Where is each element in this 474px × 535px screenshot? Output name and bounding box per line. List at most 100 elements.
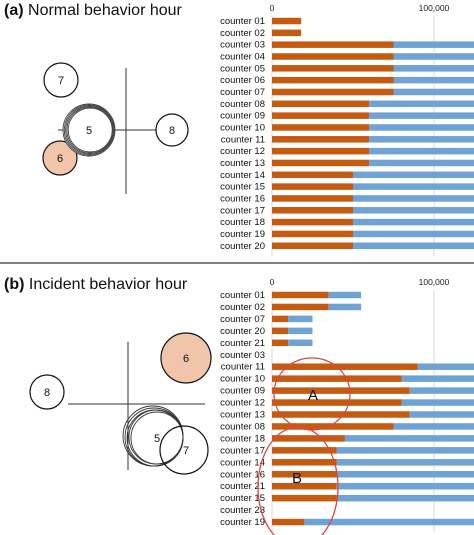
category-label: counter 06 (220, 75, 265, 86)
bubble-cluster-ring (65, 105, 115, 155)
bar-segment-orange (272, 100, 370, 108)
bar-segment-orange (272, 315, 289, 323)
category-label: counter 20 (220, 241, 265, 252)
bar-segment-blue (336, 447, 474, 454)
bubble-label: 8 (44, 387, 50, 399)
bubble-cluster-ring (66, 106, 114, 154)
bar-segment-orange (272, 88, 394, 96)
bar-segment-blue (409, 387, 474, 394)
annotation-label-b: B (292, 470, 302, 487)
bar-segment-orange (272, 218, 353, 226)
category-label: counter 01 (220, 290, 265, 301)
category-label: counter 12 (220, 398, 265, 409)
bar-segment-orange (272, 230, 353, 238)
bar-segment-orange (272, 112, 370, 119)
bar-segment-blue (393, 65, 474, 72)
panel-a-heading: (a) Normal behavior hour (4, 2, 182, 20)
bar-segment-orange (272, 363, 418, 370)
category-label: counter 05 (220, 63, 265, 74)
bar-segment-blue (336, 482, 474, 490)
category-label: counter 11 (221, 362, 265, 373)
category-label: counter 03 (220, 350, 265, 361)
bar-segment-orange (272, 459, 337, 466)
bar-segment-orange (272, 183, 353, 190)
category-label: counter 14 (220, 170, 265, 181)
category-label: counter 12 (220, 146, 265, 157)
bar-segment-blue (353, 183, 474, 190)
category-label: counter 09 (220, 111, 265, 122)
x-tick-label: 0 (270, 3, 275, 13)
panel-a-label: (a) (4, 2, 24, 19)
annotation-label-a: A (308, 387, 318, 404)
bar-segment-orange (272, 17, 302, 25)
bar-segment-blue (393, 423, 474, 430)
panel-b-heading: (b) Incident behavior hour (4, 276, 187, 294)
bar-segment-blue (328, 291, 362, 299)
panel-a-title: Normal behavior hour (28, 2, 182, 19)
bar-segment-blue (369, 159, 474, 167)
bar-segment-blue (344, 435, 474, 442)
bar-segment-blue (369, 136, 474, 143)
category-label: counter 15 (220, 182, 265, 193)
bar-segment-blue (369, 112, 474, 119)
x-tick-label: 0 (270, 277, 275, 287)
category-label: counter 09 (220, 386, 265, 397)
bubble-label: 6 (183, 353, 189, 365)
bar-segment-blue (401, 399, 474, 406)
bubble (42, 140, 78, 176)
category-label: counter 17 (220, 205, 265, 216)
bubble-cluster-ring (130, 411, 184, 465)
bubble-label: 8 (169, 125, 175, 137)
bar-segment-orange (272, 375, 402, 382)
category-label: counter 13 (220, 410, 265, 421)
category-label: counter 17 (220, 445, 265, 456)
panel-b-label: (b) (4, 276, 25, 293)
bubble (159, 425, 209, 475)
category-label: counter 10 (220, 122, 265, 133)
category-label: counter 16 (220, 469, 265, 480)
bar-segment-blue (393, 88, 474, 96)
bar-segment-orange (272, 147, 370, 155)
bar-segment-orange (272, 195, 353, 202)
category-label: counter 14 (220, 457, 265, 468)
x-tick-label: 100,000 (419, 277, 450, 287)
bar-segment-orange (272, 124, 370, 131)
bar-segment-blue (304, 518, 474, 526)
bar-segment-orange (272, 482, 337, 490)
category-label: counter 21 (220, 338, 265, 349)
bar-segment-orange (272, 65, 394, 72)
bar-segment-orange (272, 435, 345, 442)
bubble-cluster-ring (67, 107, 113, 153)
bar-segment-orange (272, 411, 410, 418)
bar-segment-orange (272, 53, 394, 60)
bar-segment-orange (272, 387, 410, 394)
bar-segment-orange (272, 471, 337, 478)
bar-segment-blue (288, 339, 313, 347)
bar-segment-blue (353, 242, 474, 250)
bar-segment-blue (353, 230, 474, 238)
bar-segment-blue (288, 327, 313, 335)
bar-segment-orange (272, 399, 402, 406)
bar-segment-blue (369, 100, 474, 108)
bar-segment-orange (272, 518, 305, 526)
bar-segment-blue (353, 171, 474, 179)
annotation-ellipse-b (257, 426, 339, 535)
bar-segment-orange (272, 41, 394, 48)
bar-segment-blue (409, 411, 474, 418)
category-label: counter 11 (221, 134, 265, 145)
bar-segment-blue (336, 471, 474, 478)
category-label: counter 02 (220, 302, 265, 313)
bar-segment-blue (353, 207, 474, 214)
bar-segment-blue (353, 218, 474, 226)
bar-segment-blue (288, 315, 313, 323)
bar-segment-orange (272, 494, 337, 502)
bubble-cluster-ring (63, 104, 115, 156)
category-label: counter 01 (220, 16, 265, 27)
bar-segment-blue (401, 375, 474, 382)
bubble (29, 374, 65, 410)
bar-segment-orange (272, 447, 337, 454)
bar-segment-blue (328, 303, 362, 311)
bar-segment-orange (272, 303, 329, 311)
bar-segment-orange (272, 136, 370, 143)
